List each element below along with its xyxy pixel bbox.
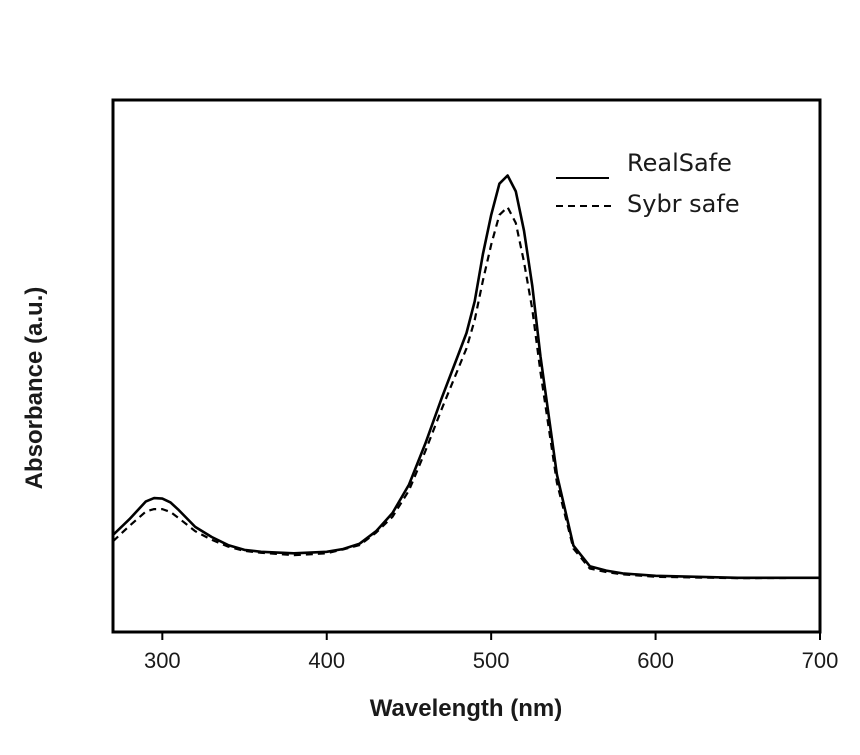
legend: RealSafe Sybr safe xyxy=(556,149,740,218)
x-tick-label-500: 500 xyxy=(473,648,510,673)
x-axis-ticks: 300 400 500 600 700 xyxy=(144,632,838,673)
y-axis-title: Absorbance (a.u.) xyxy=(21,287,48,490)
x-axis-title: Wavelength (nm) xyxy=(370,695,562,722)
legend-label-realsafe: RealSafe xyxy=(627,149,732,177)
x-tick-label-600: 600 xyxy=(637,648,674,673)
series-layer xyxy=(112,174,821,580)
plot-frame xyxy=(111,98,822,634)
x-tick-label-700: 700 xyxy=(802,648,839,673)
legend-label-sybr-safe: Sybr safe xyxy=(627,190,740,218)
x-tick-label-300: 300 xyxy=(144,648,181,673)
series-line-sybr-safe xyxy=(112,206,821,580)
series-line-realsafe xyxy=(112,174,820,580)
x-tick-label-400: 400 xyxy=(308,648,345,673)
